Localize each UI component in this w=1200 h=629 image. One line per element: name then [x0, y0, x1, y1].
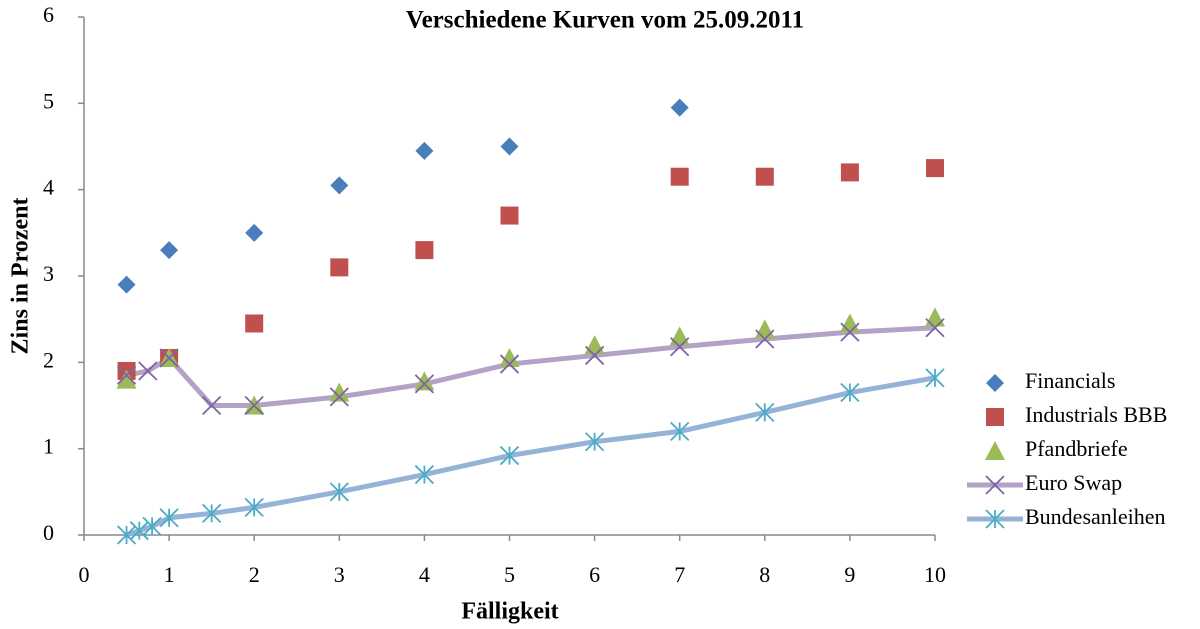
x-tick-label: 3 — [334, 562, 345, 587]
x-marker — [116, 365, 137, 385]
x-marker — [670, 337, 690, 357]
x-tick-label: 5 — [504, 562, 515, 587]
chart-title: Verschiedene Kurven vom 25.09.2011 — [406, 7, 804, 34]
triangle-marker — [669, 326, 690, 346]
x-tick-label: 10 — [924, 562, 946, 587]
square-marker — [926, 159, 944, 178]
triangle-marker — [329, 382, 350, 402]
star-marker — [755, 402, 775, 423]
x-marker — [329, 387, 349, 407]
x-marker — [985, 475, 1005, 495]
diamond-marker — [330, 176, 349, 195]
x-tick-label: 4 — [419, 562, 430, 587]
triangle-marker — [414, 371, 435, 391]
star-marker — [202, 503, 222, 524]
x-axis-label: Fälligkeit — [461, 599, 558, 625]
x-marker — [244, 395, 264, 416]
star-marker — [670, 421, 690, 442]
y-tick-label: 0 — [43, 520, 54, 545]
x-tick-label: 0 — [79, 562, 90, 587]
triangle-marker — [499, 348, 520, 368]
square-marker — [840, 163, 859, 182]
square-marker — [755, 167, 774, 186]
legend-label: Bundesanleihen — [1025, 504, 1166, 529]
star-marker — [840, 382, 860, 403]
x-marker — [925, 318, 945, 338]
y-tick-label: 3 — [43, 261, 54, 286]
x-marker — [138, 361, 158, 381]
triangle-marker — [985, 441, 1005, 460]
square-marker — [670, 167, 689, 186]
x-tick-label: 6 — [589, 562, 600, 587]
x-marker — [159, 348, 179, 368]
star-marker — [985, 509, 1005, 529]
y-tick-label: 4 — [43, 175, 54, 200]
square-marker — [245, 314, 264, 333]
y-tick-label: 2 — [43, 347, 54, 372]
diamond-marker — [245, 223, 264, 242]
diamond-marker — [986, 374, 1004, 392]
x-marker — [499, 354, 520, 374]
legend-label: Euro Swap — [1025, 470, 1122, 495]
diamond-marker — [500, 137, 519, 156]
x-marker — [584, 345, 605, 366]
x-marker — [202, 395, 222, 416]
square-marker — [330, 258, 349, 277]
x-marker — [414, 374, 435, 394]
y-axis-label: Zins in Prozent — [8, 198, 34, 355]
triangle-marker — [116, 369, 137, 389]
y-tick-label: 5 — [43, 88, 54, 113]
star-marker — [116, 525, 137, 545]
legend-label: Financials — [1025, 368, 1115, 393]
square-marker — [500, 206, 519, 225]
x-tick-label: 1 — [164, 562, 175, 587]
x-tick-label: 8 — [759, 562, 770, 587]
star-marker — [142, 516, 162, 537]
y-tick-label: 1 — [43, 434, 54, 459]
triangle-marker — [925, 307, 945, 327]
square-marker — [986, 408, 1004, 426]
star-marker — [129, 521, 149, 541]
triangle-marker — [839, 313, 860, 333]
square-marker — [415, 241, 434, 260]
diamond-marker — [670, 98, 689, 117]
diamond-marker — [415, 141, 434, 160]
series-line — [125, 375, 936, 538]
diamond-marker — [160, 241, 179, 260]
star-marker — [329, 482, 349, 502]
triangle-marker — [584, 335, 605, 355]
legend-label: Pfandbriefe — [1025, 436, 1128, 461]
x-marker — [755, 329, 775, 349]
star-marker — [414, 464, 435, 485]
x-tick-label: 7 — [674, 562, 685, 587]
star-marker — [925, 368, 945, 388]
diamond-marker — [117, 275, 136, 294]
triangle-marker — [754, 319, 775, 339]
y-tick-label: 6 — [43, 2, 54, 27]
star-marker — [499, 445, 520, 466]
x-tick-label: 2 — [249, 562, 260, 587]
legend-label: Industrials BBB — [1025, 402, 1167, 427]
series-line — [126, 325, 936, 408]
star-marker — [244, 497, 264, 518]
star-marker — [159, 508, 179, 528]
x-marker — [840, 322, 860, 342]
star-marker — [584, 432, 605, 452]
x-tick-label: 9 — [844, 562, 855, 587]
